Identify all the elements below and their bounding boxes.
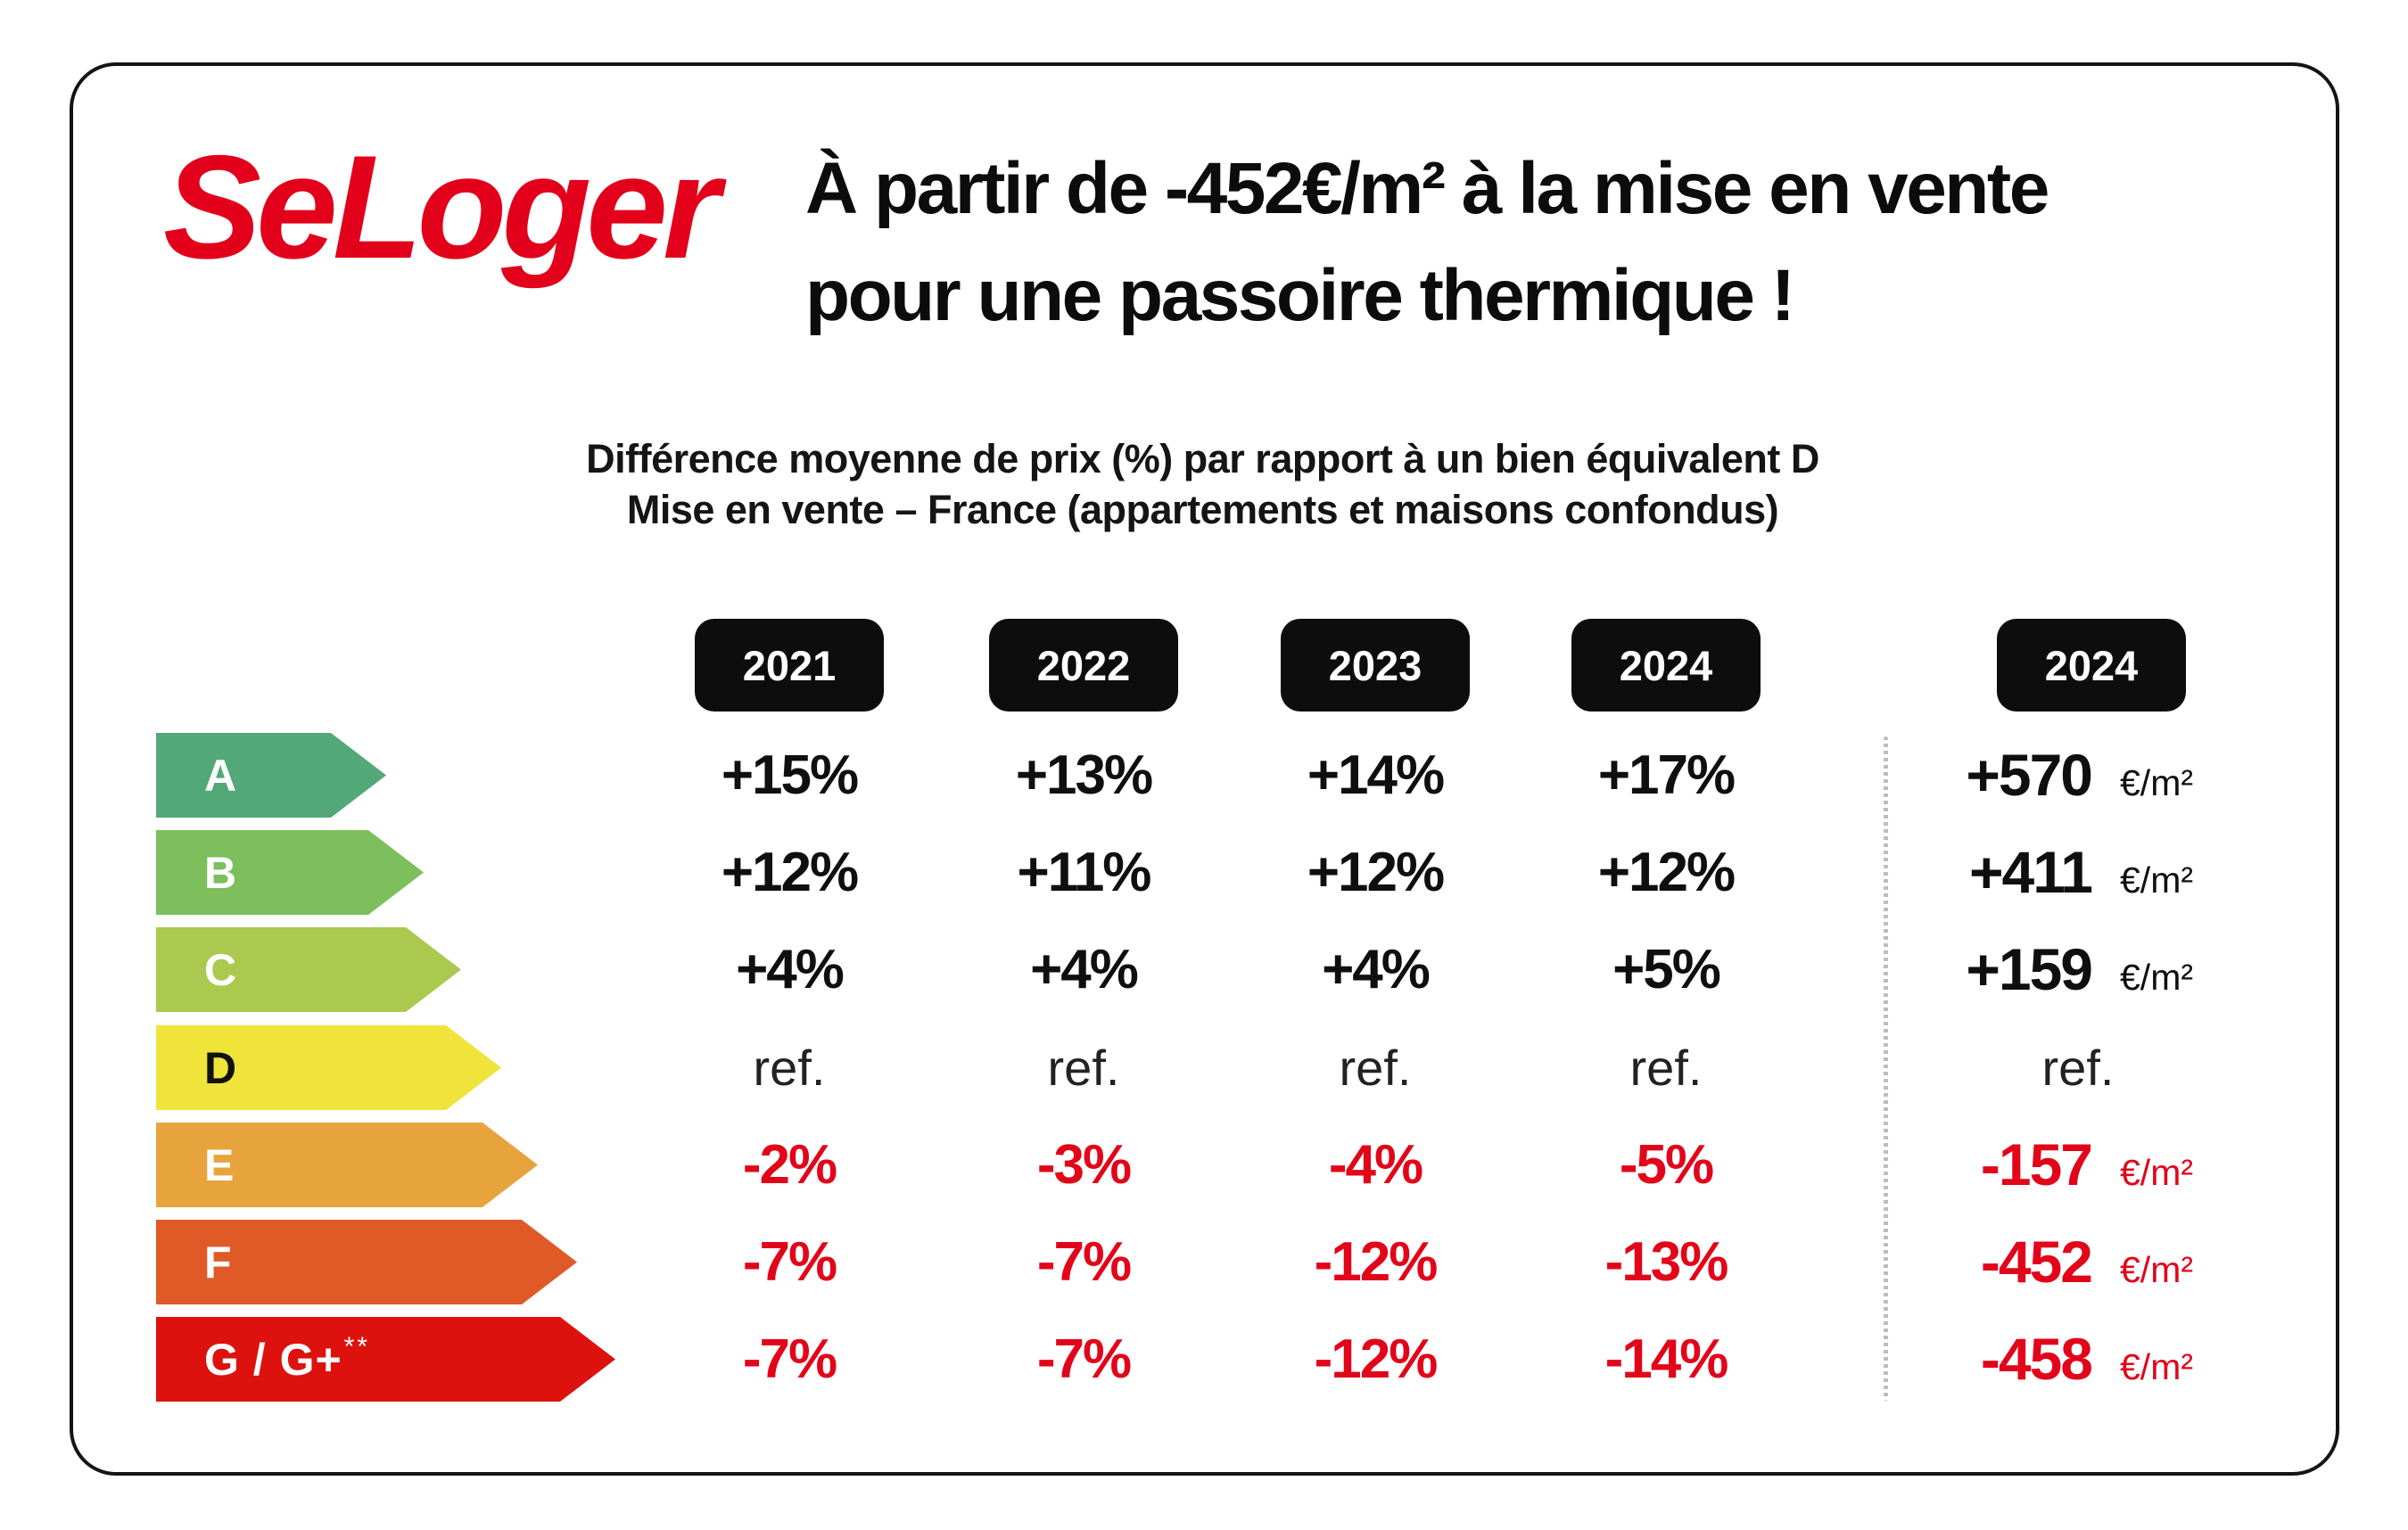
value-a-2022: +13% xyxy=(1015,744,1153,806)
euro-unit: €/m² xyxy=(2120,957,2193,998)
year-badge-2024-euro: 2024 xyxy=(1997,619,2186,712)
year-badge-2022: 2022 xyxy=(989,619,1178,712)
seloger-logo: SeLoger xyxy=(163,125,720,289)
dpe-letter-b: B xyxy=(204,847,238,898)
euro-unit: €/m² xyxy=(2120,860,2193,901)
value-b-2023: +12% xyxy=(1307,842,1445,903)
subtitle-line-2: Mise en vente – France (appartements et … xyxy=(626,487,1779,532)
footnote-asterisks: ** xyxy=(343,1331,371,1361)
value-g-2023: -12% xyxy=(1314,1328,1439,1390)
euro-unit: €/m² xyxy=(2120,1249,2193,1290)
euro-number: ref. xyxy=(2041,1040,2115,1096)
euro-unit: €/m² xyxy=(2120,762,2193,803)
dpe-arrow-g: G / G+** xyxy=(156,1317,615,1402)
value-f-2021: -7% xyxy=(742,1231,837,1293)
dpe-arrow-a: A xyxy=(156,733,386,818)
euro-unit: €/m² xyxy=(2120,1346,2193,1387)
value-e-2021: -2% xyxy=(742,1134,837,1196)
title-line-1: À partir de -452€/m² à la mise en vente xyxy=(805,148,2049,229)
value-g-2022: -7% xyxy=(1036,1328,1132,1390)
value-f-2024: -13% xyxy=(1604,1231,1729,1293)
year-badge-2021: 2021 xyxy=(695,619,884,712)
euro-value-d: ref. xyxy=(1944,1025,2212,1110)
chart-subtitle: Différence moyenne de prix (%) par rappo… xyxy=(71,433,2334,535)
value-a-2021: +15% xyxy=(721,744,859,806)
value-a-2023: +14% xyxy=(1307,744,1445,806)
dpe-arrow-f: F xyxy=(156,1220,577,1304)
value-c-2023: +4% xyxy=(1322,939,1431,1000)
dpe-arrow-c: C xyxy=(156,927,461,1012)
year-badge-2023: 2023 xyxy=(1281,619,1470,712)
subtitle-line-1: Différence moyenne de prix (%) par rappo… xyxy=(586,436,1819,481)
value-d-2021: ref. xyxy=(753,1040,826,1096)
value-c-2021: +4% xyxy=(736,939,845,1000)
dpe-letter-c: C xyxy=(204,944,238,995)
dpe-letter-g: G / G+** xyxy=(204,1331,371,1385)
value-c-2022: +4% xyxy=(1030,939,1139,1000)
value-b-2022: +11% xyxy=(1017,842,1152,903)
value-f-2022: -7% xyxy=(1036,1231,1132,1293)
dpe-arrow-e: E xyxy=(156,1123,538,1207)
dpe-letter-f: F xyxy=(204,1237,233,1287)
euro-number: +411 xyxy=(1968,839,2093,905)
dotted-separator xyxy=(1884,736,1888,1401)
dpe-letter-d: D xyxy=(204,1042,238,1093)
euro-value-a: +570 €/m² xyxy=(1824,733,2323,818)
euro-number: -157 xyxy=(1980,1131,2093,1197)
euro-value-g: -458 €/m² xyxy=(1824,1317,2323,1402)
euro-value-e: -157 €/m² xyxy=(1824,1123,2323,1207)
value-e-2022: -3% xyxy=(1036,1134,1132,1196)
value-d-2024: ref. xyxy=(1629,1040,1703,1096)
euro-number: +570 xyxy=(1966,742,2093,808)
value-g-2024: -14% xyxy=(1604,1328,1729,1390)
value-d-2023: ref. xyxy=(1339,1040,1412,1096)
euro-number: -452 xyxy=(1980,1229,2093,1295)
value-b-2024: +12% xyxy=(1597,842,1736,903)
euro-value-b: +411 €/m² xyxy=(1824,830,2323,915)
value-g-2021: -7% xyxy=(742,1328,837,1390)
euro-unit: €/m² xyxy=(2120,1152,2193,1193)
euro-value-f: -452 €/m² xyxy=(1824,1220,2323,1304)
value-e-2024: -5% xyxy=(1619,1134,1714,1196)
dpe-letter-a: A xyxy=(204,750,238,801)
page-title: À partir de -452€/m² à la mise en vente … xyxy=(805,136,2304,350)
title-line-2: pour une passoire thermique ! xyxy=(805,255,1795,336)
value-a-2024: +17% xyxy=(1597,744,1736,806)
value-f-2023: -12% xyxy=(1314,1231,1439,1293)
dpe-arrow-d: D xyxy=(156,1025,501,1110)
euro-number: +159 xyxy=(1966,936,2093,1002)
value-e-2023: -4% xyxy=(1328,1134,1423,1196)
year-badge-2024: 2024 xyxy=(1571,619,1761,712)
value-c-2024: +5% xyxy=(1612,939,1721,1000)
value-b-2021: +12% xyxy=(721,842,859,903)
euro-value-c: +159 €/m² xyxy=(1824,927,2323,1012)
euro-number: -458 xyxy=(1980,1326,2093,1392)
dpe-letter-e: E xyxy=(204,1139,235,1190)
value-d-2022: ref. xyxy=(1047,1040,1120,1096)
dpe-arrow-b: B xyxy=(156,830,424,915)
